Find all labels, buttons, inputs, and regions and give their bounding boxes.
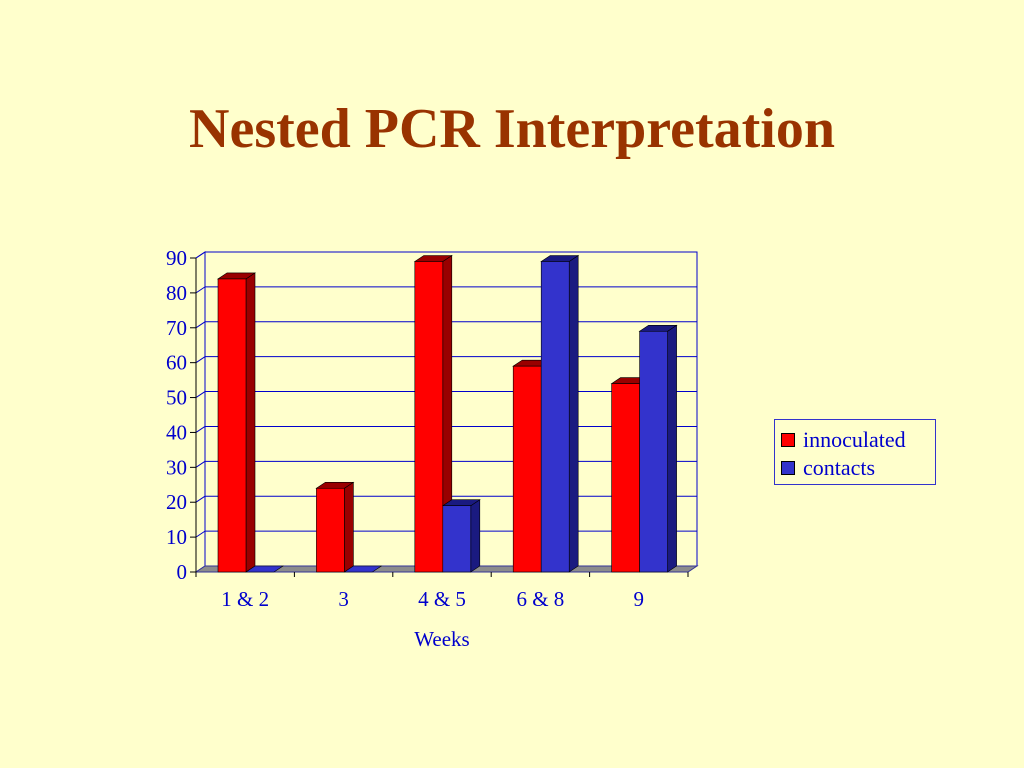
legend-item-innoculated: innoculated: [781, 426, 935, 454]
gridline-side-40: [195, 426, 206, 433]
y-tick-label: 80: [166, 281, 187, 305]
gridline-side-30: [195, 460, 206, 468]
x-tick-label: 4 & 5: [418, 587, 466, 611]
legend-label-innoculated: innoculated: [803, 427, 906, 452]
bar: [316, 487, 345, 573]
gridline-side-70: [195, 321, 206, 329]
y-tick-label: 90: [166, 246, 187, 270]
bar-zero: [245, 565, 284, 573]
legend-label-contacts: contacts: [803, 455, 876, 480]
legend-swatch-innoculated: [781, 433, 795, 447]
bar: [414, 261, 444, 573]
bar: [611, 383, 640, 573]
bar-side: [470, 499, 481, 573]
bar-side: [245, 272, 256, 573]
y-tick-label: 10: [166, 525, 187, 549]
gridline-side-20: [195, 495, 206, 503]
y-tick-label: 0: [177, 560, 188, 584]
legend-swatch-contacts: [781, 461, 795, 475]
bar: [540, 261, 570, 573]
bar-side: [667, 324, 677, 573]
y-tick-label: 30: [166, 455, 187, 479]
gridline-side-50: [195, 391, 206, 398]
bar: [442, 505, 472, 573]
x-tick-label: 1 & 2: [221, 587, 269, 611]
gridline-side-60: [195, 356, 206, 364]
legend-item-contacts: contacts: [781, 454, 935, 482]
gridline-side-80: [195, 286, 206, 294]
y-tick-label: 20: [166, 490, 187, 514]
y-tick-label: 60: [166, 351, 187, 375]
bar: [217, 278, 247, 573]
bar: [639, 330, 668, 573]
bar-zero: [343, 565, 383, 573]
x-axis-title: Weeks: [414, 627, 469, 651]
x-tick-label: 6 & 8: [516, 587, 564, 611]
x-tick-label: 3: [338, 587, 349, 611]
bar-side: [568, 254, 579, 573]
y-tick-label: 50: [166, 386, 187, 410]
gridline-side-10: [195, 530, 206, 538]
chart-legend: innoculated contacts: [774, 419, 936, 485]
slide-title: Nested PCR Interpretation: [189, 98, 835, 160]
gridline-side-90: [195, 251, 206, 259]
y-tick-label: 70: [166, 316, 187, 340]
bar: [512, 365, 542, 573]
plot-side-wall: [195, 251, 206, 573]
bar-side: [344, 481, 354, 573]
x-tick-label: 9: [634, 587, 645, 611]
y-tick-label: 40: [166, 420, 187, 444]
